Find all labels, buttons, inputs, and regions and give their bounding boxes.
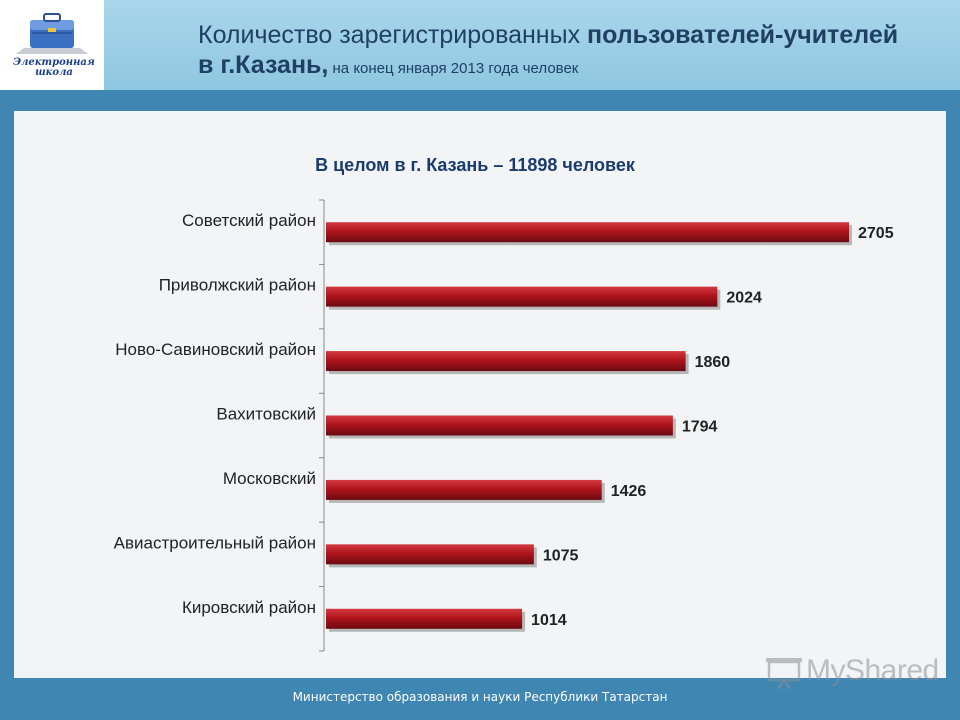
chart-title: В целом в г. Казань – 11898 человек <box>315 155 635 175</box>
chart-panel: В целом в г. Казань – 11898 человек Сове… <box>14 111 946 678</box>
watermark: MyShared <box>766 652 939 692</box>
data-label: 1426 <box>611 483 647 500</box>
header-bar: Электронная школа Количество зарегистрир… <box>0 0 960 90</box>
bar <box>326 608 523 629</box>
page-title: Количество зарегистрированных пользовате… <box>198 20 958 84</box>
logo-line2: школа <box>35 67 73 78</box>
title-part1: Количество зарегистрированных <box>198 21 588 49</box>
category-label: Кировский район <box>182 598 316 617</box>
category-label: Авиастроительный район <box>114 533 316 552</box>
bar <box>326 544 534 565</box>
bar <box>326 222 849 243</box>
category-label: Ново-Савиновский район <box>115 340 316 359</box>
category-label: Советский район <box>182 211 316 230</box>
bar <box>326 286 718 307</box>
bar <box>326 479 602 500</box>
category-label: Приволжский район <box>159 276 316 295</box>
data-label: 1075 <box>543 547 579 564</box>
bar-chart: Советский район 2705 Приволжский район 2024… <box>114 199 894 652</box>
title-bold2: в г.Казань, <box>198 51 329 79</box>
data-label: 2705 <box>858 225 894 242</box>
data-label: 1794 <box>682 419 718 436</box>
bar <box>326 415 673 436</box>
title-subtitle: на конец января 2013 года человек <box>328 60 579 77</box>
logo-line1: Электронная <box>13 57 95 68</box>
logo: Электронная школа <box>0 0 104 90</box>
data-label: 1860 <box>695 354 731 371</box>
briefcase-icon <box>16 13 88 54</box>
category-label: Вахитовский <box>216 405 316 424</box>
presentation-icon <box>766 658 802 690</box>
title-bold1: пользователей-учителей <box>587 21 899 49</box>
footer-text: Министерство образования и науки Республ… <box>292 690 668 704</box>
bar <box>326 351 686 372</box>
data-label: 2024 <box>726 290 762 307</box>
watermark-text: MyShared <box>806 654 939 687</box>
data-label: 1014 <box>531 612 567 629</box>
category-label: Московский <box>223 469 316 488</box>
